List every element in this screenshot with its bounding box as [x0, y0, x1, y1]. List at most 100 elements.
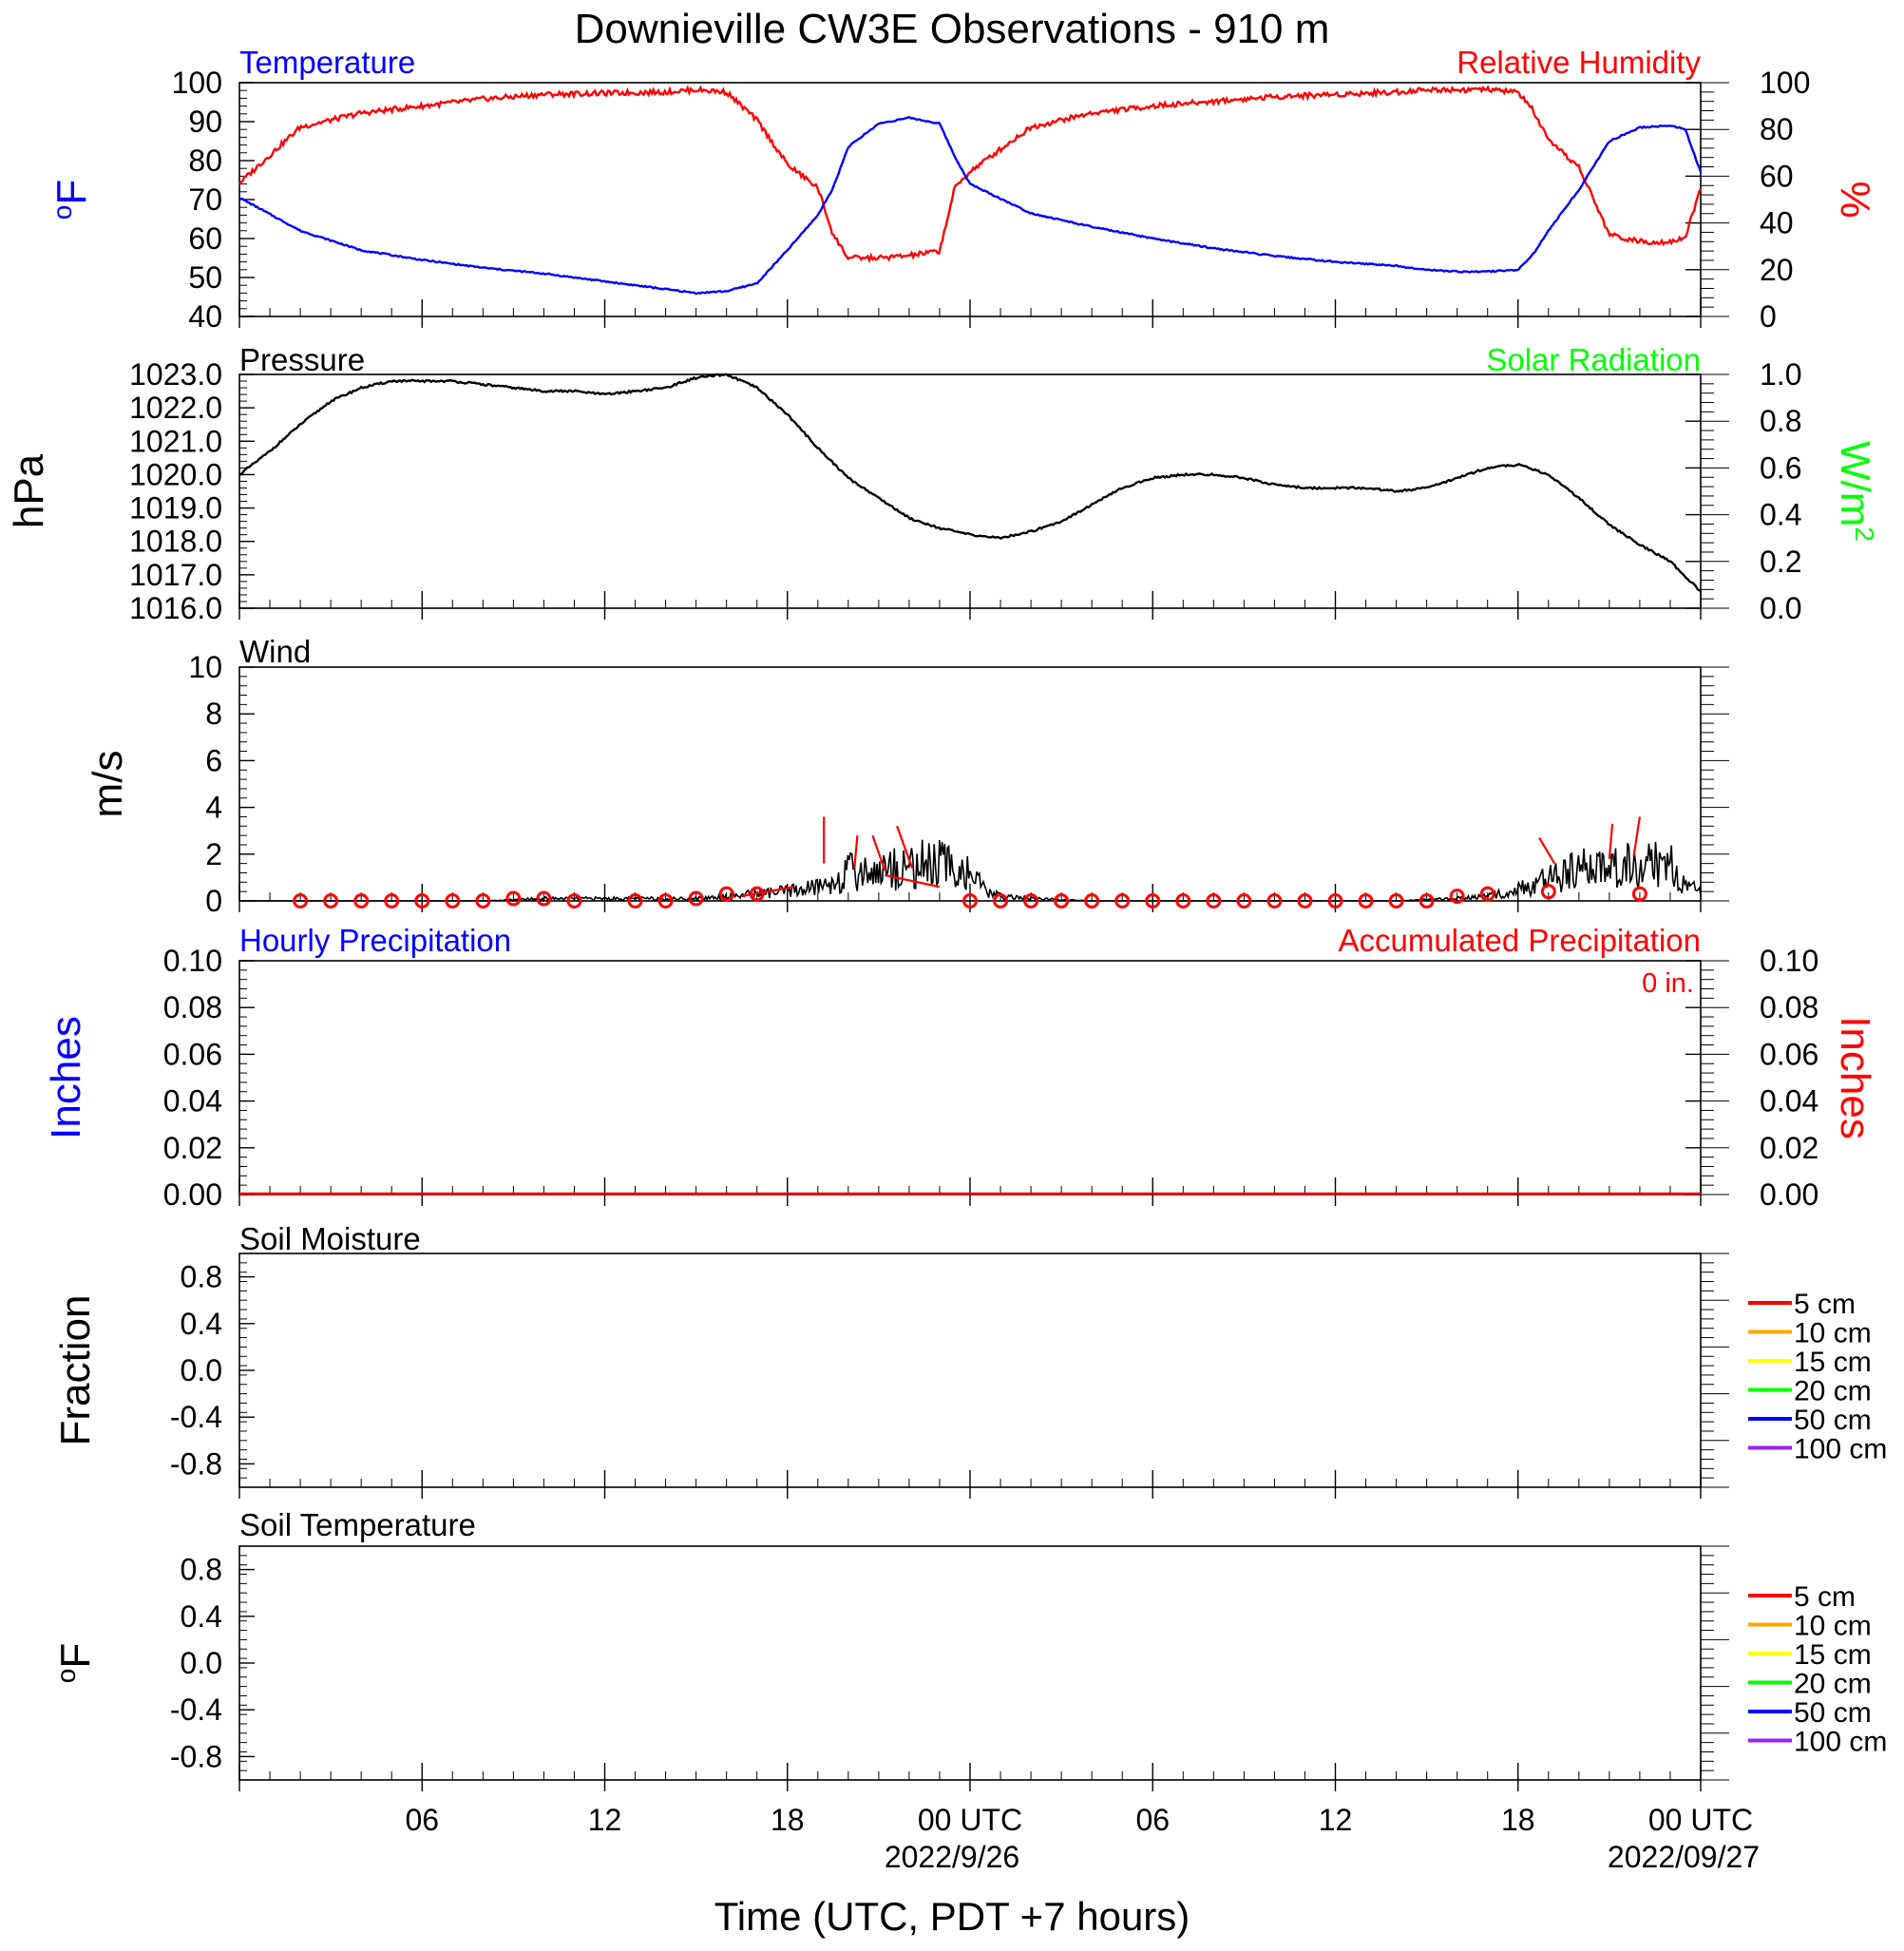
wind-tick-label: 0 [205, 884, 222, 918]
solar-tick-label: 0.2 [1760, 545, 1801, 579]
wind-barb-circle [1145, 893, 1161, 909]
wind-tick-label: 4 [205, 791, 222, 825]
legend-label: 20 cm [1794, 1376, 1872, 1407]
humidity-tick-label: 40 [1760, 206, 1794, 240]
accum-precip-tick-label: 0.00 [1760, 1177, 1818, 1212]
hourly-precip-title: Hourly Precipitation [239, 923, 511, 958]
panel-soil-moisture: 0.8 0.4 0.0 -0.4 -0.8 Soil Moisture Fraction… [52, 1221, 1887, 1499]
wind-barb-circle [1388, 893, 1404, 909]
pressure-tick-label: 1018.0 [129, 525, 222, 559]
legend-label: 50 cm [1794, 1697, 1872, 1729]
wind-barb-circle [1175, 893, 1191, 909]
accum-precip-tick-label: 0.10 [1760, 944, 1818, 978]
svg-text:W/m2: W/m2 [1832, 441, 1880, 542]
solar-title: Solar Radiation [1486, 342, 1701, 377]
soil-moisture-tick-label: 0.8 [181, 1260, 222, 1294]
wind-barb-circle [1479, 886, 1495, 902]
wind-barb-circle [1358, 893, 1374, 909]
wind-barb-circle [657, 893, 674, 909]
soil-moisture-unit-label: Fraction [52, 1295, 99, 1446]
wind-barb-circle [749, 886, 765, 902]
humidity-tick-label: 100 [1760, 66, 1810, 100]
humidity-title: Relative Humidity [1457, 45, 1701, 80]
pressure-unit-label: hPa [6, 453, 52, 528]
wind-barb-circle [353, 893, 370, 909]
panel-precipitation: 0.10 0.08 0.06 0.04 0.02 0.00 0.10 0.08 0.06 0.04… [43, 923, 1878, 1212]
accum-precip-tick-label: 0.06 [1760, 1037, 1818, 1071]
accum-precip-title: Accumulated Precipitation [1338, 923, 1701, 958]
temperature-tick-label: 60 [188, 221, 222, 256]
pressure-tick-label: 1016.0 [129, 591, 222, 625]
x-tick-label: 18 [1501, 1803, 1535, 1837]
pressure-tick-label: 1017.0 [129, 558, 222, 592]
wind-gust-mark [1538, 837, 1556, 865]
solar-tick-label: 0.8 [1760, 404, 1801, 438]
wind-barb-circle [718, 886, 734, 902]
wind-barb-circle [445, 893, 461, 909]
soil-moisture-tick-label: -0.8 [170, 1446, 222, 1481]
x-tick-label: 06 [405, 1803, 439, 1837]
wind-barb-circle [1084, 893, 1100, 909]
solar-tick-label: 1.0 [1760, 357, 1801, 392]
temperature-tick-label: 40 [188, 299, 222, 334]
soil-moisture-tick-label: -0.4 [170, 1400, 222, 1434]
solar-tick-label: 0.6 [1760, 450, 1801, 485]
legend-label: 10 cm [1794, 1318, 1872, 1349]
wind-barb-circle [475, 893, 491, 909]
wind-title: Wind [239, 634, 311, 669]
wind-barb-circle [536, 890, 552, 907]
legend-label: 10 cm [1794, 1611, 1872, 1642]
legend-label: 100 cm [1794, 1727, 1887, 1758]
panel-soil-temperature: 0.8 0.4 0.0 -0.4 -0.8 Soil Temperature oF 5 … [51, 1507, 1887, 1791]
hourly-precip-tick-label: 0.04 [163, 1084, 222, 1119]
wind-gust-mark [1608, 823, 1614, 859]
hourly-precip-tick-label: 0.10 [163, 944, 222, 978]
temperature-unit-label: oF [48, 180, 96, 220]
x-tick-label: 12 [588, 1803, 622, 1837]
pressure-tick-label: 1020.0 [129, 457, 222, 491]
wind-gust-mark [896, 825, 914, 869]
solar-tick-label: 0.4 [1760, 498, 1801, 532]
wind-gust-mark [885, 873, 941, 889]
hourly-precip-tick-label: 0.00 [163, 1177, 222, 1212]
wind-gust-mark [871, 834, 886, 871]
wind-barb-circle [1540, 884, 1556, 900]
humidity-tick-label: 20 [1760, 253, 1794, 287]
legend-label: 20 cm [1794, 1669, 1872, 1700]
wind-barb-circle [1327, 893, 1343, 909]
hourly-precip-tick-label: 0.08 [163, 990, 222, 1024]
panel-pressure-solar: 1023.01022.01021.01020.01019.01018.01017… [6, 342, 1880, 625]
wind-speed-line [239, 839, 1702, 902]
solar-tick-label: 0.0 [1760, 591, 1801, 625]
wind-barb-circle [1418, 893, 1435, 909]
soil-temperature-frame [238, 1545, 1702, 1781]
wind-barb-circle [1114, 893, 1131, 909]
wind-barb-circle [505, 890, 522, 907]
wind-gust-mark [1632, 816, 1642, 857]
solar-unit-label: W/m2 [1832, 441, 1880, 542]
soil-moisture-title: Soil Moisture [239, 1221, 421, 1256]
humidity-tick-label: 60 [1760, 159, 1794, 193]
humidity-unit-label: % [1832, 181, 1878, 218]
precipitation-frame [238, 960, 1702, 1195]
pressure-tick-label: 1021.0 [129, 424, 222, 458]
wind-barb-circle [962, 893, 978, 909]
temperature-tick-label: 80 [188, 143, 222, 178]
wind-barb-circle [1023, 893, 1039, 909]
pressure-tick-label: 1019.0 [129, 491, 222, 526]
wind-barb-circle [1449, 889, 1465, 905]
temperature-humidity-frame [238, 82, 1702, 317]
wind-barb-circle [293, 893, 309, 909]
temperature-line [238, 116, 1703, 296]
x-tick-label: 12 [1319, 1803, 1353, 1837]
soil-temperature-tick-label: 0.0 [181, 1646, 222, 1680]
soil-temperature-tick-label: 0.4 [181, 1599, 222, 1634]
wind-barb-circle [1206, 893, 1222, 909]
wind-barb-circle [1266, 893, 1283, 909]
soil-temperature-tick-label: -0.8 [170, 1739, 222, 1773]
temperature-tick-label: 100 [172, 66, 222, 100]
humidity-tick-label: 0 [1760, 299, 1777, 334]
